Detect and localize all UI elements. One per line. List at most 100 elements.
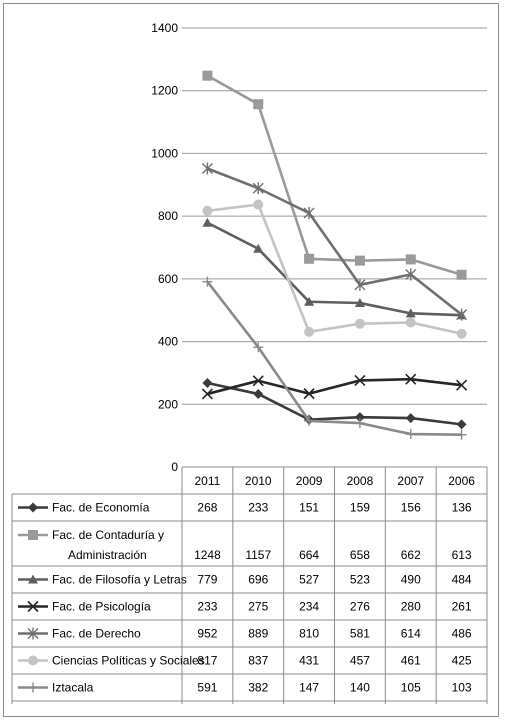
data-point (202, 377, 213, 388)
table-cell: 425 (452, 654, 472, 668)
data-point-stroke (252, 375, 264, 387)
series-label: Fac. de Psicología (52, 600, 151, 614)
data-point (304, 296, 315, 306)
data-point (405, 254, 416, 265)
data-point (405, 429, 416, 440)
table-cell: 275 (248, 600, 268, 614)
data-point (304, 415, 315, 426)
y-tick-label: 1200 (151, 84, 178, 98)
data-point (253, 388, 264, 399)
data-point (28, 574, 38, 584)
x-category-label: 2008 (347, 474, 374, 488)
table-cell: 268 (197, 501, 217, 515)
data-point (28, 530, 38, 540)
data-point (27, 627, 39, 640)
series-4 (201, 162, 468, 321)
table-cell: 613 (452, 548, 472, 562)
y-tick-label: 0 (171, 460, 178, 474)
data-point-stroke (201, 388, 213, 400)
series-6 (202, 276, 467, 440)
data-point (202, 276, 213, 287)
table-cell: 486 (452, 627, 472, 641)
table-cell: 159 (350, 501, 370, 515)
data-point (202, 217, 213, 227)
series-2 (202, 217, 467, 320)
y-tick-label: 1000 (151, 146, 178, 160)
y-tick-label: 1400 (151, 21, 178, 35)
table-cell: 105 (401, 681, 421, 695)
table-row: Iztacala 591 382 147 140 105 103 (18, 681, 472, 695)
x-category-label: 2007 (397, 474, 424, 488)
data-point (202, 205, 213, 216)
data-point (253, 199, 264, 210)
series-label: Fac. de Contaduría y (52, 528, 164, 542)
x-category-label: 2011 (195, 474, 221, 488)
data-point (456, 269, 467, 280)
table-cell: 490 (401, 573, 421, 587)
data-point (304, 326, 315, 337)
data-point (354, 255, 365, 266)
data-point (354, 298, 365, 308)
table-cell: 233 (248, 501, 268, 515)
data-point (201, 162, 213, 175)
table-row: Fac. de Contaduría y Administración 1248 11… (18, 528, 472, 562)
table-cell: 779 (197, 573, 217, 587)
table-cell: 591 (197, 681, 217, 695)
table-cell: 136 (452, 501, 472, 515)
x-category-label: 2006 (448, 474, 475, 488)
data-point (456, 429, 467, 440)
x-category-label: 2010 (245, 474, 272, 488)
data-point (252, 182, 264, 195)
table-cell: 581 (350, 627, 370, 641)
data-point-stroke (456, 379, 468, 391)
table-cell: 382 (248, 681, 268, 695)
data-point (28, 502, 38, 513)
data-point (405, 268, 417, 281)
series-label: Fac. de Derecho (52, 627, 141, 641)
data-point-stroke (354, 374, 366, 387)
data-table: 2011 2010 2009 2008 2007 2006 Fac. de Economía… (11, 466, 488, 704)
series-line (207, 377, 462, 396)
table-row: Fac. de Derecho 952 889 810 581 614 486 (18, 627, 472, 641)
table-row: Fac. de Economía 268 233 151 159 156 136 (18, 501, 472, 515)
data-point-stroke (405, 373, 417, 385)
data-point (201, 388, 213, 400)
series-1 (202, 70, 467, 280)
table-cell: 147 (299, 681, 319, 695)
table-cell: 431 (299, 654, 319, 668)
table-cell: 103 (452, 681, 472, 695)
series-line (207, 381, 462, 426)
table-cell: 140 (350, 681, 370, 695)
table-cell: 837 (248, 654, 268, 668)
table-cell: 523 (350, 573, 370, 587)
series-label: Fac. de Filosofía y Letras (52, 573, 187, 587)
data-point (354, 278, 366, 291)
series-3 (201, 373, 468, 400)
data-point (354, 318, 365, 329)
chart-frame (3, 3, 499, 717)
series-line (206, 167, 463, 316)
series-line (207, 203, 462, 336)
data-point (253, 342, 264, 353)
series-lines (201, 70, 468, 440)
table-cell: 151 (299, 501, 319, 515)
table-cell: 233 (197, 600, 217, 614)
series-line (206, 280, 462, 437)
table-cell: 1248 (194, 548, 221, 562)
data-point (303, 388, 315, 400)
table-cell: 461 (401, 654, 421, 668)
y-tick-label: 800 (158, 209, 178, 223)
data-point (456, 419, 467, 430)
data-point (304, 253, 315, 264)
table-cell: 1157 (245, 548, 271, 562)
data-point (202, 70, 213, 81)
data-point (456, 308, 468, 321)
table-cell: 810 (299, 627, 319, 641)
table-cell: 664 (299, 548, 319, 562)
series-line (206, 221, 462, 317)
data-point-stroke (27, 600, 39, 613)
data-point (27, 600, 39, 613)
data-point (405, 413, 416, 424)
